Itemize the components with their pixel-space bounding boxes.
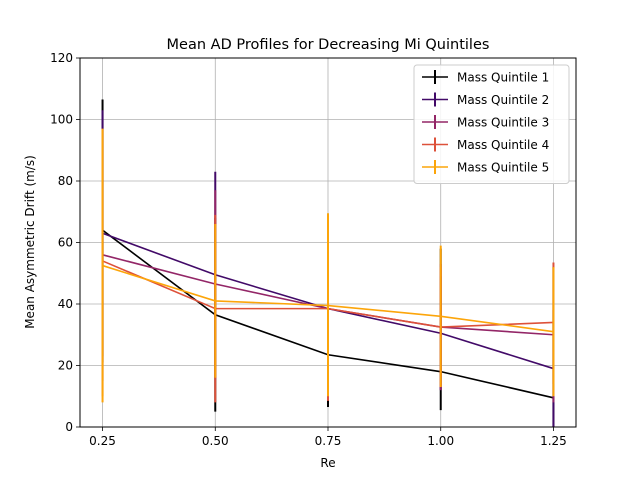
y-axis-label: Mean Asymmetric Drift (m/s) — [23, 155, 37, 329]
axis-ticks: 0.25 0.50 0.75 1.00 1.25 0 20 40 60 80 100 120 — [50, 51, 567, 448]
y-tick-label: 80 — [58, 174, 73, 188]
legend-label: Mass Quintile 2 — [457, 93, 549, 107]
data-point — [439, 315, 442, 318]
legend-entry: Mass Quintile 5 — [422, 160, 549, 175]
legend-label: Mass Quintile 4 — [457, 138, 549, 152]
y-tick-label: 20 — [58, 359, 73, 373]
y-tick-label: 40 — [58, 297, 73, 311]
legend-label: Mass Quintile 3 — [457, 116, 549, 130]
series-layer — [101, 99, 555, 427]
x-tick-label: 1.00 — [427, 434, 454, 448]
data-point — [101, 264, 104, 267]
legend-entry: Mass Quintile 4 — [422, 137, 549, 152]
data-point — [327, 304, 329, 307]
series-5 — [101, 128, 555, 403]
legend-entry: Mass Quintile 3 — [422, 115, 549, 130]
y-tick-label: 0 — [65, 420, 73, 434]
chart-title: Mean AD Profiles for Decreasing Mi Quint… — [167, 37, 490, 53]
x-tick-label: 0.75 — [315, 434, 342, 448]
legend-entry: Mass Quintile 1 — [422, 70, 549, 85]
y-tick-label: 100 — [50, 113, 73, 127]
data-point — [552, 330, 555, 333]
legend-label: Mass Quintile 1 — [457, 71, 549, 85]
y-tick-label: 60 — [58, 236, 73, 250]
x-tick-label: 0.25 — [89, 434, 116, 448]
legend-box — [413, 64, 570, 184]
legend-label: Mass Quintile 5 — [457, 161, 549, 175]
legend-entry: Mass Quintile 2 — [422, 92, 549, 107]
x-axis-label: Re — [320, 456, 335, 470]
x-tick-label: 0.50 — [202, 434, 229, 448]
legend: Mass Quintile 1 Mass Quintile 2 Mass Quint… — [413, 64, 570, 184]
x-tick-label: 1.25 — [540, 434, 567, 448]
data-point — [214, 300, 217, 302]
y-tick-label: 120 — [50, 51, 73, 65]
